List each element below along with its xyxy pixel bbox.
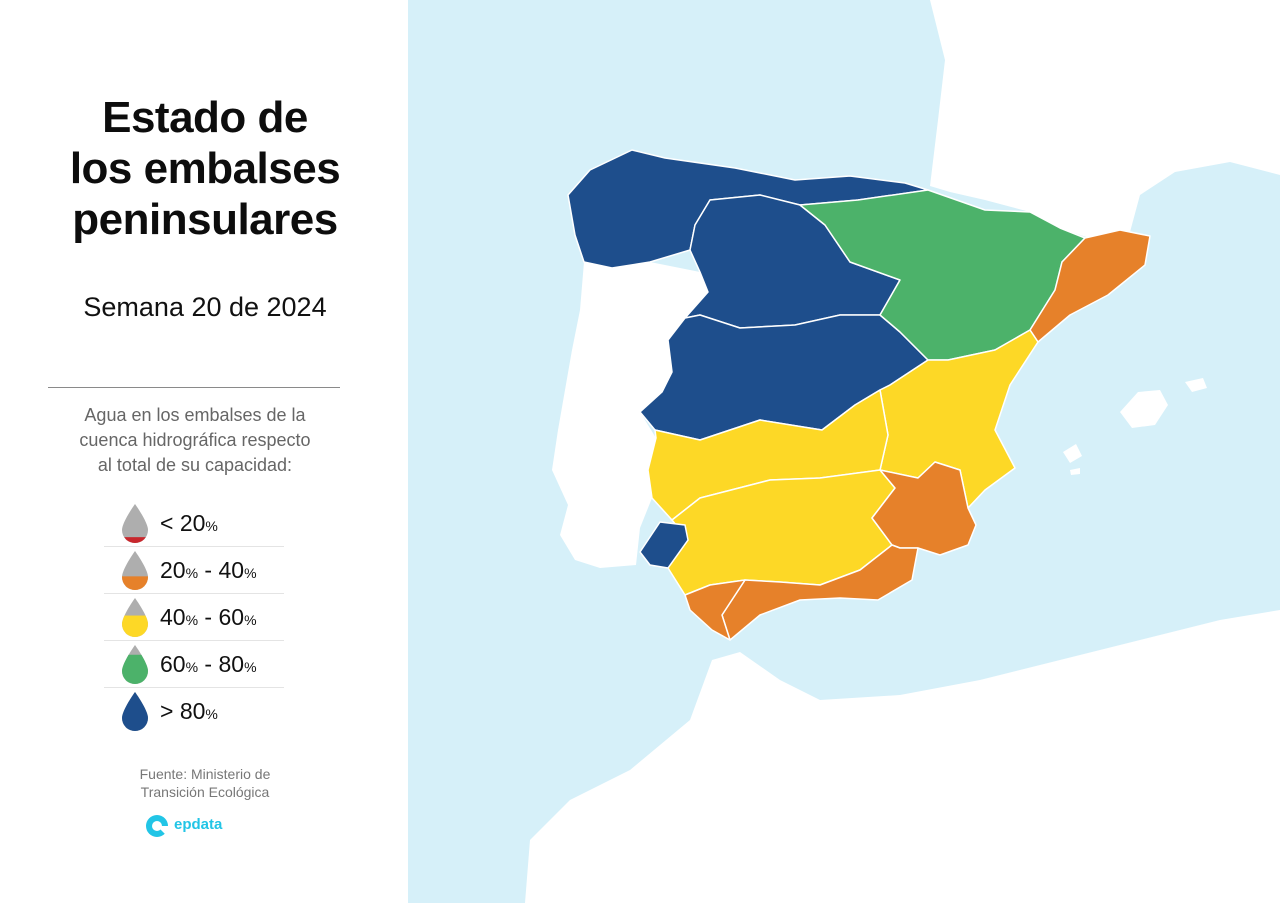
mallorca-island [1120, 390, 1168, 428]
brand-logo: epdata [144, 813, 264, 839]
legend-item: 60% - 80% [104, 641, 284, 688]
divider [48, 387, 340, 388]
description-line: Agua en los embalses de la [84, 405, 306, 425]
basin-guadalete-barbate [684, 579, 746, 641]
page-title: Estado de los embalses peninsulares [20, 92, 390, 245]
water-drop-icon [122, 504, 148, 543]
water-drop-icon [122, 692, 148, 731]
legend-item: 20% - 40% [104, 547, 284, 594]
water-drop-icon [122, 551, 148, 590]
basin-segura [871, 461, 977, 556]
africa-land [525, 610, 1280, 903]
legend-label: > 80% [160, 698, 218, 724]
source-line: Transición Ecológica [140, 784, 270, 800]
legend-label: < 20% [160, 510, 218, 536]
description-line: cuenca hidrográfica respecto [79, 430, 311, 450]
brand-name: epdata [174, 816, 223, 833]
legend-label: 20% - 40% [160, 557, 257, 583]
france-land [930, 0, 1280, 240]
description-line: al total de su capacidad: [97, 455, 293, 475]
water-drop-icon [122, 645, 148, 684]
formentera-island [1070, 468, 1080, 475]
water-drop-icon [122, 598, 148, 637]
legend-item: < 20% [104, 500, 284, 547]
source-line: Fuente: Ministerio de [139, 766, 271, 782]
drop-fill [122, 654, 148, 684]
subtitle: Semana 20 de 2024 [83, 292, 327, 322]
legend-label: 40% - 60% [160, 604, 257, 630]
legend-item: > 80% [104, 688, 284, 734]
epdata-logo-icon [146, 815, 168, 837]
basin-tinto-odiel-piedras [639, 521, 689, 569]
basin-cataluna [1029, 229, 1151, 343]
legend-item: 40% - 60% [104, 594, 284, 641]
drop-fill [122, 692, 148, 731]
legend: < 20% 20% - 40% 40% - 60% 60% - 80% > 80… [104, 500, 284, 734]
basin-mediterranea-andaluza [721, 544, 919, 641]
drop-fill [122, 537, 148, 543]
legend-description: Agua en los embalses de la cuenca hidrog… [50, 403, 340, 478]
menorca-island [1185, 378, 1207, 392]
drop-fill [122, 576, 148, 590]
iberian-peninsula-map [408, 0, 1280, 903]
title-line: los embalses [69, 144, 341, 193]
info-panel: Estado de los embalses peninsulares Sema… [0, 0, 408, 903]
source-note: Fuente: Ministerio de Transición Ecológi… [50, 765, 360, 801]
drop-fill [122, 615, 148, 637]
title-line: Estado de [102, 93, 308, 142]
title-line: peninsulares [72, 195, 338, 244]
basin-map [408, 0, 1280, 903]
drop-empty [122, 504, 148, 543]
ibiza-island [1063, 444, 1082, 463]
legend-label: 60% - 80% [160, 651, 257, 677]
